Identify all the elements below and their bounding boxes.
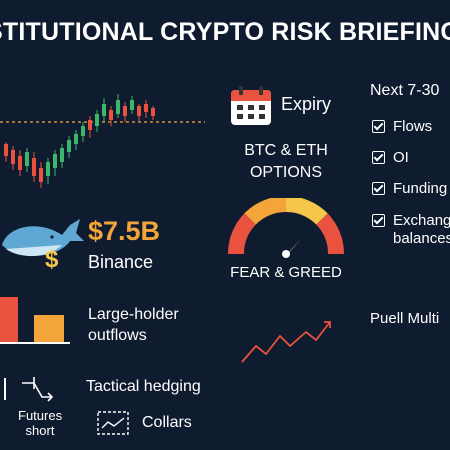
puell-label: Puell Multi (370, 310, 440, 327)
expiry-label: Expiry (281, 94, 332, 114)
candle-body (74, 134, 78, 144)
collars-label: Collars (142, 414, 192, 431)
candle-body (67, 140, 71, 152)
futures-label: Futures short (18, 408, 63, 438)
candle-body (4, 144, 8, 156)
candle-body (137, 106, 141, 116)
candle-body (32, 158, 36, 176)
checkbox-icon (372, 120, 385, 133)
hedge-bar-icon (4, 378, 6, 400)
watch-item-flows: Flows (372, 118, 432, 135)
collars-icon (97, 411, 129, 435)
short-arrow-icon (22, 377, 54, 402)
checkbox-icon (372, 151, 385, 164)
candle-body (11, 150, 15, 164)
checkbox-icon (372, 182, 385, 195)
whale-icon (2, 219, 84, 257)
puell-trend-line (241, 321, 331, 363)
exchange-name: Binance (88, 252, 154, 272)
candle-body (102, 104, 106, 116)
candlestick-chart (0, 94, 205, 188)
tactical-hedging-label: Tactical hedging (86, 378, 201, 395)
fear-greed-gauge (228, 198, 344, 258)
candle-body (130, 100, 134, 110)
watch-heading: Next 7-30 (370, 82, 440, 99)
whale-amount: $7.5B (88, 216, 161, 246)
dollar-icon: $ (45, 246, 59, 273)
fear-greed-label: FEAR & GREED (230, 264, 342, 281)
watch-item-oi: OI (372, 149, 409, 166)
outflow-bar-orange (34, 315, 64, 342)
outflows-label: Large-holder outflows (88, 306, 179, 344)
candle-body (25, 152, 29, 166)
checkbox-icon (372, 214, 385, 227)
candle-body (151, 108, 155, 116)
outflow-baseline (0, 342, 70, 344)
candle-body (123, 106, 127, 116)
candle-body (95, 114, 99, 126)
outflow-bar-red (0, 297, 18, 342)
candle-body (144, 104, 148, 112)
watch-item-funding: Funding (372, 180, 447, 197)
candle-body (53, 154, 57, 168)
calendar-icon (231, 86, 271, 125)
page-title: STITUTIONAL CRYPTO RISK BRIEFING (0, 18, 450, 46)
candle-body (81, 126, 85, 136)
watch-item-exchange: Exchange balances (372, 212, 450, 248)
candle-body (60, 148, 64, 162)
candle-body (46, 162, 50, 176)
candle-body (109, 110, 113, 120)
candle-body (39, 168, 43, 182)
options-title: BTC & ETH OPTIONS (244, 142, 328, 181)
candle-body (88, 120, 92, 130)
candle-body (116, 100, 120, 114)
candle-body (18, 156, 22, 170)
